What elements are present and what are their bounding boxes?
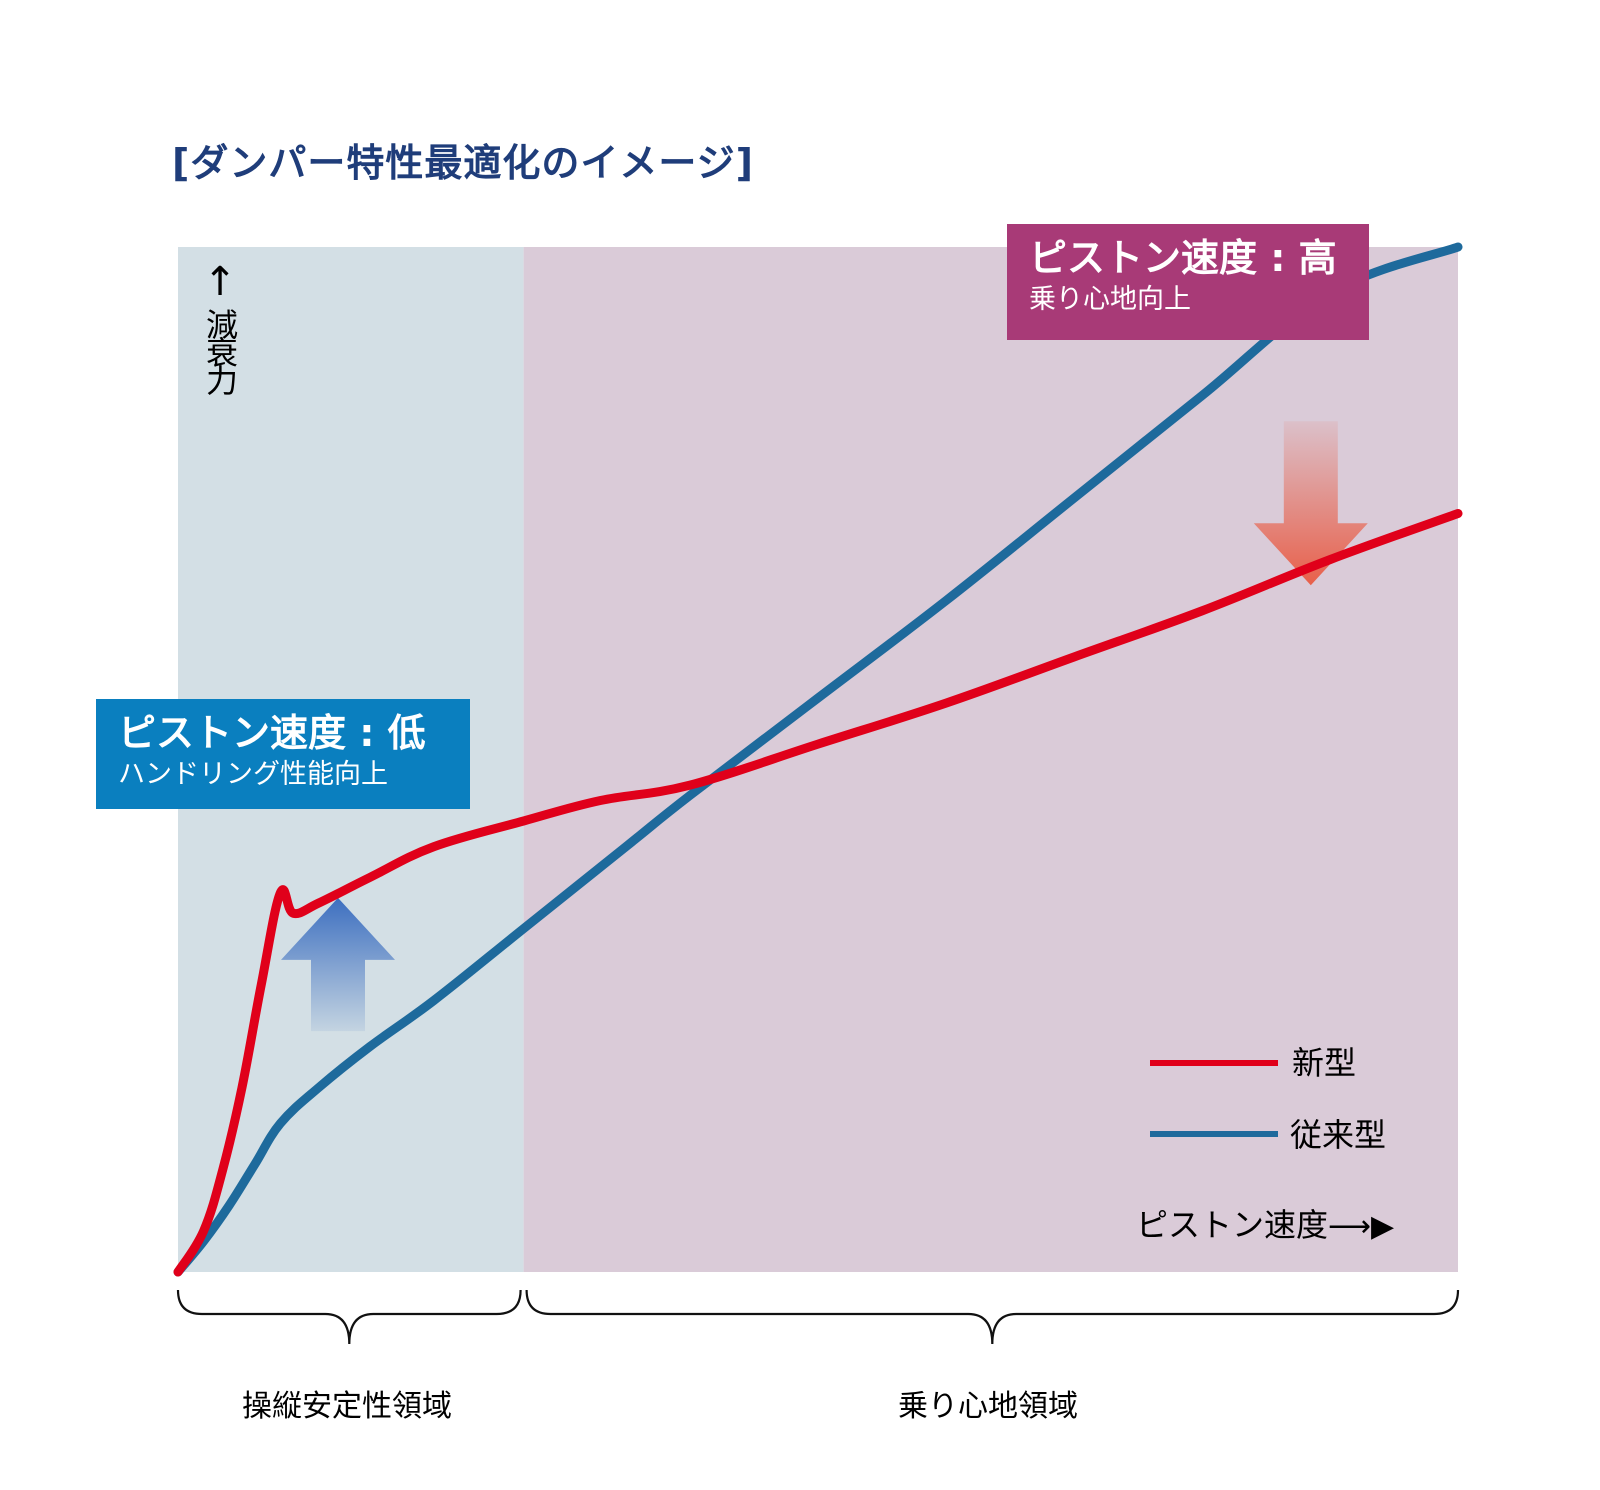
chart-title: [ダンパー特性最適化のイメージ] (172, 141, 754, 185)
legend-label-old: 従来型 (1290, 1116, 1387, 1154)
comfort-region-bg (523, 247, 1458, 1272)
callout-high-title: ピストン速度 : 高 (1029, 236, 1337, 280)
handling-region-brace (176, 1289, 522, 1345)
handling-improvement-arrow-icon (281, 897, 395, 1032)
y-axis-label: ↑ 減衰力 (200, 262, 240, 392)
x-axis-label-text: ピストン速度 (1136, 1206, 1329, 1244)
callout-high-subtitle: 乗り心地向上 (1029, 283, 1191, 315)
region-label-handling: 操縦安定性領域 (242, 1389, 452, 1424)
x-axis-label: ピストン速度⟶▶ (1136, 1200, 1394, 1246)
series-line-new (173, 509, 1463, 1277)
callout-low-speed: ピストン速度 : 低 ハンドリング性能向上 (96, 699, 470, 809)
legend-label-new: 新型 (1292, 1044, 1357, 1082)
y-axis-label-text: 減衰力 (201, 308, 239, 392)
callout-low-title: ピストン速度 : 低 (118, 711, 426, 755)
comfort-region-brace (525, 1289, 1460, 1345)
callout-low-subtitle: ハンドリング性能向上 (118, 758, 388, 790)
up-arrow-icon: ↑ (203, 259, 237, 305)
callout-high-speed: ピストン速度 : 高 乗り心地向上 (1007, 224, 1369, 340)
right-arrow-icon: ⟶▶ (1328, 1209, 1395, 1244)
series-line-old (173, 242, 1463, 1277)
comfort-improvement-arrow-icon (1253, 421, 1368, 586)
region-label-comfort: 乗り心地領域 (898, 1389, 1078, 1424)
